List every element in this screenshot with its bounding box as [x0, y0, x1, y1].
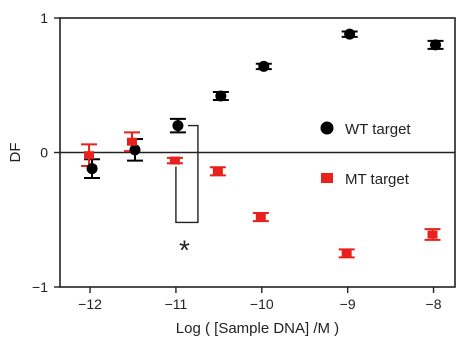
data-markers — [84, 28, 442, 258]
x-axis-ticks: −12 −11 −10 −9 −8 — [78, 287, 442, 312]
mt-point — [84, 151, 95, 160]
significance-bracket — [175, 124, 199, 224]
legend-wt-label: WT target — [345, 121, 411, 138]
wt-point — [430, 39, 442, 51]
y-tick-label: 0 — [40, 145, 48, 161]
wt-point — [344, 28, 356, 40]
mt-point — [126, 137, 137, 146]
y-tick-label: 1 — [40, 10, 48, 26]
wt-point — [86, 163, 98, 175]
wt-point — [129, 144, 141, 156]
legend-wt-marker — [320, 121, 334, 135]
wt-point — [258, 60, 270, 72]
y-axis-ticks: −1 0 1 — [32, 10, 60, 295]
mt-point — [169, 156, 180, 165]
y-axis-label: DF — [7, 143, 24, 163]
legend: WT target MT target — [320, 121, 411, 188]
mt-point — [255, 213, 266, 222]
x-axis-label: Log ( [Sample DNA] /M ) — [176, 320, 339, 337]
x-tick-label: −8 — [426, 296, 442, 312]
legend-mt-label: MT target — [345, 171, 410, 188]
wt-point — [215, 90, 227, 102]
mt-point — [341, 249, 352, 258]
x-tick-label: −11 — [165, 296, 188, 312]
mt-point — [427, 230, 438, 239]
wt-point — [172, 120, 184, 132]
bracket-line — [175, 124, 199, 224]
x-tick-label: −9 — [340, 296, 356, 312]
significance-asterisk: * — [179, 234, 190, 265]
legend-mt-marker — [321, 173, 333, 183]
mt-point — [212, 167, 223, 176]
y-tick-label: −1 — [32, 279, 48, 295]
x-tick-label: −12 — [78, 296, 102, 312]
x-tick-label: −10 — [250, 296, 274, 312]
